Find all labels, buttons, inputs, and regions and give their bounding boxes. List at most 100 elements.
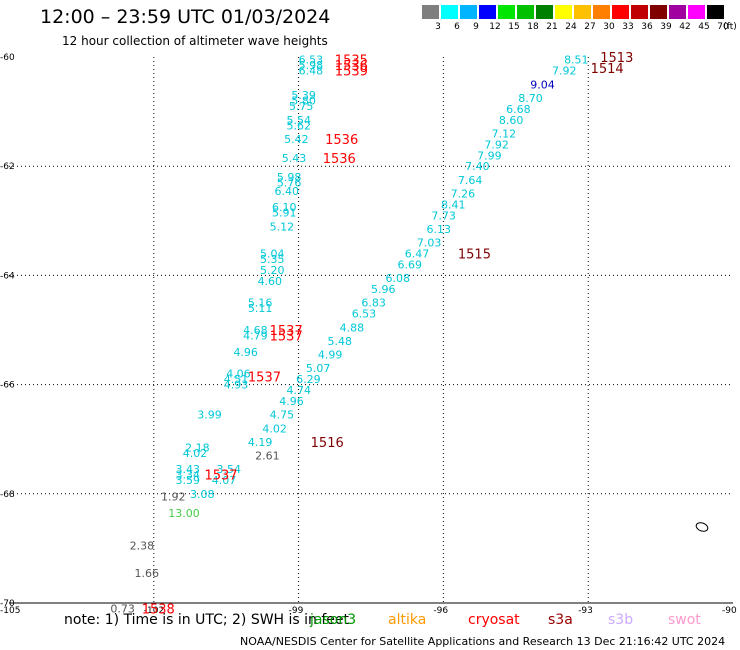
legend-swatch <box>574 5 591 19</box>
swh-value-label: 5.04 <box>260 248 285 261</box>
swh-value-label: 5.98 <box>277 171 302 184</box>
longitude-tick-label: -93 <box>578 606 593 616</box>
swh-value-label: 5.96 <box>371 283 396 296</box>
legend-swatch <box>688 5 705 19</box>
latitude-tick-label: -64 <box>0 271 15 281</box>
pass-time-label: 1513 <box>600 51 633 66</box>
swh-value-label: 4.74 <box>287 384 312 397</box>
swh-value-label: 2.38 <box>130 540 155 553</box>
legend-label: 24 <box>565 22 577 32</box>
swh-value-label: 4.19 <box>248 436 272 449</box>
swh-value-label: 3.99 <box>197 409 222 422</box>
pass-time-label: 1515 <box>458 248 491 263</box>
legend-label: 15 <box>508 22 520 32</box>
swh-value-label: 1.92 <box>161 491 186 504</box>
swh-value-label: 6.53 <box>352 308 377 321</box>
footer-note: note: 1) Time is in UTC; 2) SWH is in fe… <box>64 612 350 628</box>
legend-label: 42 <box>679 22 691 32</box>
swh-value-label: 4.51 <box>224 373 249 386</box>
swh-value-label: 5.48 <box>328 335 353 348</box>
swh-value-label: 6.53 <box>299 54 324 67</box>
swh-value-label: 5.91 <box>272 207 297 220</box>
pass-time-label: 1535 <box>335 54 368 69</box>
swh-value-label: 3.34 <box>176 469 201 482</box>
legend-swatch <box>631 5 648 19</box>
swh-value-label: 5.35 <box>260 253 285 266</box>
swh-value-label: 7.12 <box>492 127 516 140</box>
swh-value-label: 4.75 <box>270 409 295 422</box>
pass-time-label: 1536 <box>323 152 356 167</box>
swh-value-label: 5.12 <box>270 220 295 233</box>
swh-value-label: 5.76 <box>277 177 302 190</box>
legend-swatch <box>612 5 629 19</box>
longitude-tick-label: -90 <box>722 606 737 616</box>
legend-swatch <box>460 5 477 19</box>
legend-label: 70 <box>717 22 729 32</box>
pass-time-label: 1536 <box>335 59 368 74</box>
swh-value-label: 4.99 <box>318 349 343 362</box>
swh-value-label: 8.51 <box>564 54 589 67</box>
legend-label: 30 <box>603 22 615 32</box>
latitude-tick-label: -60 <box>0 53 15 63</box>
satellite-name: swot <box>668 612 701 628</box>
swh-value-label: 5.62 <box>287 119 312 132</box>
legend-label: 6 <box>454 22 460 32</box>
swh-value-label: 5.75 <box>289 100 314 113</box>
satellite-name: cryosat <box>468 612 520 628</box>
legend-label: 39 <box>660 22 672 32</box>
legend-swatch <box>707 5 724 19</box>
swh-value-label: 6.48 <box>299 65 324 78</box>
swh-value-label: 9.04 <box>530 78 555 91</box>
swh-value-label: 6.40 <box>274 185 299 198</box>
pass-time-label: 1537 <box>248 370 281 385</box>
swh-value-label: 1.66 <box>134 567 159 580</box>
map-title: 12:00 – 23:59 UTC 01/03/2024 <box>40 6 331 28</box>
legend-unit: (ft) <box>723 22 737 32</box>
legend-label: 45 <box>698 22 710 32</box>
swh-value-label: 6.83 <box>361 297 386 310</box>
legend-swatch <box>669 5 686 19</box>
swh-value-label: 5.54 <box>287 114 312 127</box>
swh-value-label: 5.07 <box>306 362 331 375</box>
swh-value-label: 13.00 <box>168 507 200 520</box>
swh-value-label: 7.92 <box>552 65 577 78</box>
pass-time-label: 1516 <box>311 436 344 451</box>
island-outline <box>695 522 709 532</box>
latitude-tick-label: -62 <box>0 162 15 172</box>
latitude-tick-label: -70 <box>0 599 15 609</box>
swh-value-label: 7.03 <box>417 237 442 250</box>
longitude-tick-label: -102 <box>144 606 164 616</box>
swh-value-label: 5.11 <box>248 302 272 315</box>
swh-value-label: 2.61 <box>255 450 280 463</box>
swh-value-label: 6.10 <box>272 201 297 214</box>
legend-label: 18 <box>527 22 539 32</box>
swh-value-label: 6.08 <box>385 272 410 285</box>
pass-time-label: 1538 <box>142 602 175 617</box>
satellite-name: s3b <box>608 612 634 628</box>
satellite-name: altika <box>388 612 427 628</box>
legend-swatch <box>517 5 534 19</box>
pass-time-label: 1537 <box>270 324 303 339</box>
legend-label: 21 <box>546 22 558 32</box>
satellite-name: s3a <box>548 612 573 628</box>
swh-value-label: 4.68 <box>243 324 267 337</box>
swh-value-label: 3.59 <box>176 474 201 487</box>
pass-time-label: 1537 <box>270 329 303 344</box>
swh-value-label: 4.02 <box>183 447 208 460</box>
longitude-tick-label: -105 <box>0 606 20 616</box>
map-subtitle: 12 hour collection of altimeter wave hei… <box>62 34 328 48</box>
swh-value-label: 3.54 <box>217 463 242 476</box>
swh-value-label: 2.18 <box>185 441 210 454</box>
swh-value-label: 4.07 <box>212 474 237 487</box>
swh-value-label: 7.40 <box>465 160 490 173</box>
pass-time-label: 1514 <box>591 62 624 77</box>
swh-value-label: 7.26 <box>451 188 476 201</box>
legend-label: 36 <box>641 22 653 32</box>
latitude-tick-label: -68 <box>0 490 15 500</box>
swh-value-label: 0.73 <box>110 602 135 615</box>
swh-value-label: 4.02 <box>262 422 287 435</box>
swh-value-label: 4.96 <box>279 395 304 408</box>
legend-swatch <box>650 5 667 19</box>
swh-value-label: 6.69 <box>398 258 423 271</box>
